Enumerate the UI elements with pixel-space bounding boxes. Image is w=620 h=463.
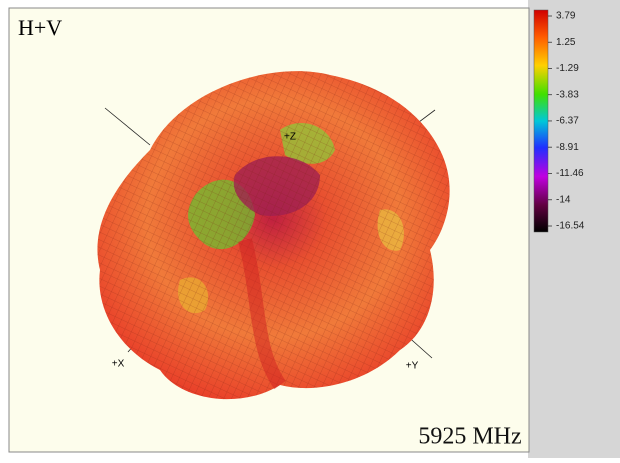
colorbar-tick-label: -14	[556, 194, 571, 205]
colorbar-tick-label: -11.46	[556, 168, 584, 179]
colorbar-tick-label: 3.79	[556, 11, 576, 22]
colorbar	[533, 9, 549, 233]
axis-label: +Z	[284, 132, 296, 143]
colorbar-tick-label: 1.25	[556, 37, 576, 48]
axis-label: +Y	[406, 361, 419, 372]
radiation-pattern	[97, 71, 450, 400]
colorbar-tick-label: -3.83	[556, 89, 579, 100]
colorbar-tick-label: -6.37	[556, 116, 579, 127]
colorbar-tick-label: -1.29	[556, 63, 579, 74]
axis-label: +X	[112, 359, 125, 370]
colorbar-tick-label: -8.91	[556, 142, 579, 153]
title: H+V	[18, 15, 62, 40]
colorbar-tick-label: -16.54	[556, 221, 585, 232]
frequency-label: 5925 MHz	[418, 424, 521, 450]
